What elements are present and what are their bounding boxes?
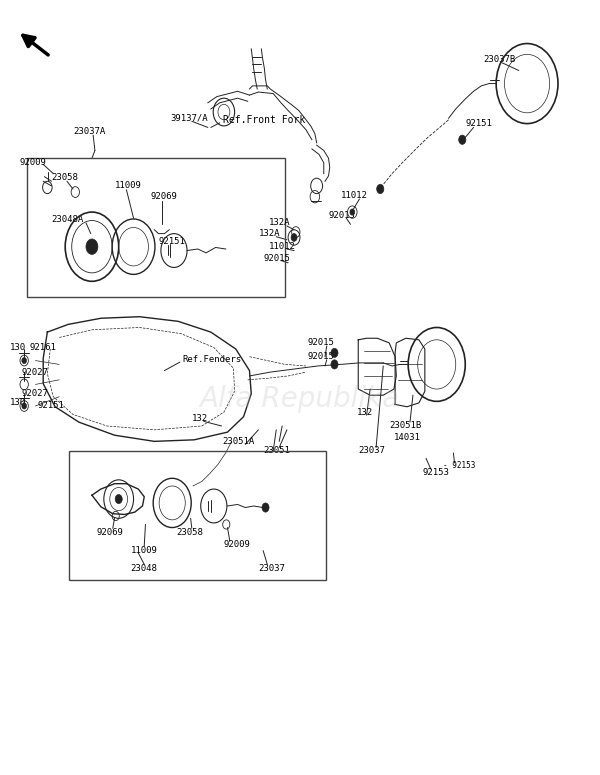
- Circle shape: [262, 503, 269, 512]
- Text: 130: 130: [10, 398, 26, 408]
- Text: 92161: 92161: [29, 343, 56, 352]
- Text: 92015: 92015: [307, 352, 334, 361]
- Text: 92069: 92069: [150, 192, 177, 202]
- Text: 11012: 11012: [340, 191, 367, 200]
- Circle shape: [22, 403, 26, 409]
- Text: 23037A: 23037A: [73, 127, 105, 136]
- Text: 92009: 92009: [19, 157, 46, 167]
- Text: 92069: 92069: [97, 528, 124, 536]
- Text: 23048A: 23048A: [52, 215, 84, 224]
- Text: - 92153: - 92153: [443, 461, 475, 470]
- Circle shape: [377, 184, 384, 194]
- Text: 92151: 92151: [37, 401, 64, 411]
- Text: 92027: 92027: [22, 367, 49, 377]
- Text: 39137/A: 39137/A: [170, 114, 208, 122]
- Text: 23051A: 23051A: [223, 437, 255, 446]
- Circle shape: [22, 357, 26, 363]
- Text: 132: 132: [192, 414, 208, 423]
- Text: 92151: 92151: [158, 237, 185, 246]
- Text: 92151: 92151: [465, 119, 492, 128]
- Text: 92015: 92015: [263, 253, 290, 263]
- Circle shape: [331, 360, 338, 369]
- Text: 132A: 132A: [269, 219, 290, 227]
- Text: 23037B: 23037B: [483, 55, 515, 64]
- Text: 132: 132: [356, 408, 373, 417]
- Text: 23051: 23051: [263, 446, 290, 455]
- Text: 23058: 23058: [176, 528, 203, 536]
- Text: 23037: 23037: [358, 446, 385, 455]
- Text: 11009: 11009: [131, 546, 157, 555]
- Text: 92027: 92027: [22, 389, 49, 398]
- Text: 92153: 92153: [422, 467, 449, 477]
- Circle shape: [86, 239, 98, 254]
- Text: 14031: 14031: [394, 433, 421, 442]
- Text: 11012: 11012: [269, 243, 296, 251]
- Text: 23051B: 23051B: [389, 422, 421, 430]
- Text: Ref.Front Fork: Ref.Front Fork: [223, 115, 305, 125]
- Circle shape: [331, 348, 338, 357]
- Text: 130: 130: [10, 343, 26, 352]
- Text: 132A: 132A: [259, 229, 280, 238]
- Text: 23058: 23058: [52, 173, 79, 182]
- Circle shape: [459, 135, 466, 144]
- Circle shape: [291, 233, 297, 241]
- Text: 92009: 92009: [224, 540, 251, 549]
- Text: Alfa Republika: Alfa Republika: [200, 385, 400, 413]
- Text: 23037: 23037: [259, 564, 285, 573]
- Circle shape: [350, 209, 355, 215]
- Text: 92015: 92015: [329, 211, 355, 219]
- Text: Ref.Fenders: Ref.Fenders: [182, 354, 241, 363]
- Circle shape: [115, 494, 122, 504]
- Text: 11009: 11009: [115, 181, 142, 191]
- Text: 23048: 23048: [131, 564, 157, 573]
- Text: 92015: 92015: [307, 339, 334, 347]
